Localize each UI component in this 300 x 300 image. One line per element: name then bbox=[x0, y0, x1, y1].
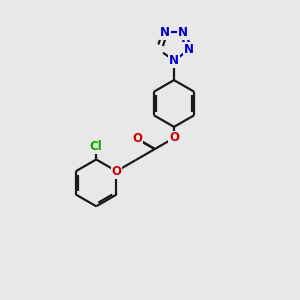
Text: N: N bbox=[178, 26, 188, 39]
Text: Cl: Cl bbox=[90, 140, 103, 153]
Text: O: O bbox=[132, 132, 142, 146]
Text: O: O bbox=[169, 131, 179, 145]
Text: N: N bbox=[160, 26, 170, 39]
Text: N: N bbox=[169, 54, 179, 67]
Text: N: N bbox=[184, 43, 194, 56]
Text: O: O bbox=[112, 165, 122, 178]
